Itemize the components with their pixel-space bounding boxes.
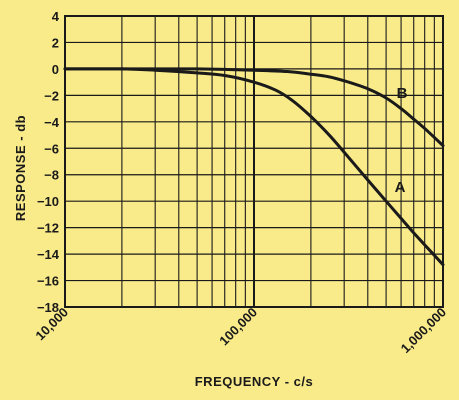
x-tick-label: 100,000	[216, 305, 260, 349]
grid	[64, 15, 444, 308]
y-tick-label: 0	[52, 62, 59, 77]
y-tick-label: −12	[37, 221, 59, 236]
y-tick-label: −2	[44, 88, 59, 103]
curve-a	[63, 67, 445, 267]
curve-label-a: A	[395, 179, 406, 196]
y-tick-label: −8	[44, 168, 59, 183]
y-tick-label: −6	[44, 141, 59, 156]
y-tick-label: −16	[37, 274, 59, 289]
y-tick-label: −10	[37, 194, 59, 209]
y-tick-label: 2	[52, 35, 59, 50]
y-tick-label: −14	[37, 247, 60, 262]
x-tick-label: 1,000,000	[398, 305, 450, 357]
plot-frame	[64, 15, 444, 308]
y-axis-title: RESPONSE - db	[13, 115, 28, 221]
y-tick-label: 4	[52, 9, 60, 24]
x-ticks: 10,000 100,000 1,000,000	[32, 305, 449, 357]
curve-labels: AB	[395, 85, 408, 196]
curves	[63, 67, 445, 267]
curve-b	[63, 67, 445, 148]
y-ticks: 4 2 0 −2 −4 −6 −8 −10 −12 −14 −16 −18	[37, 9, 60, 315]
y-tick-label: −4	[44, 115, 60, 130]
y-tick-label: −18	[37, 300, 59, 315]
curve-label-b: B	[397, 85, 408, 102]
x-axis-title: FREQUENCY - c/s	[195, 374, 314, 389]
